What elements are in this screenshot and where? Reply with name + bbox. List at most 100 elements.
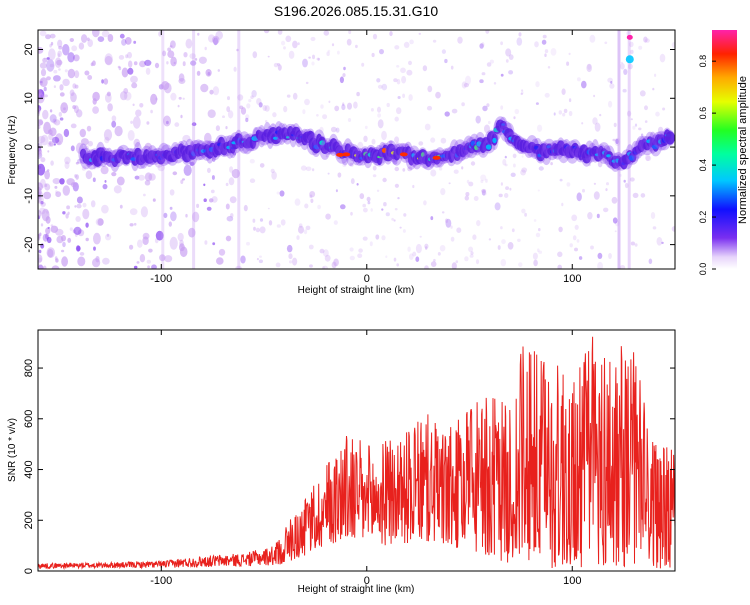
speckle-blob (75, 245, 81, 252)
speckle-blob (424, 123, 431, 131)
speckle-blob (357, 141, 364, 151)
speckle-blob (627, 110, 632, 117)
speckle-blob (533, 219, 537, 222)
speckle-blob (304, 98, 310, 106)
speckle-blob (54, 185, 58, 189)
speckle-blob (118, 66, 122, 71)
speckle-blob (151, 264, 157, 269)
speckle-blob (59, 92, 65, 97)
speckle-blob (211, 156, 216, 162)
speckle-blob (292, 40, 298, 49)
speckle-blob (367, 201, 371, 205)
ridge-peak (336, 152, 345, 157)
speckle-blob (256, 257, 259, 261)
speckle-blob (164, 82, 172, 94)
speckle-blob (267, 55, 270, 58)
speckle-blob (606, 182, 609, 186)
speckle-blob (671, 226, 675, 232)
speckle-blob (590, 245, 594, 250)
speckle-blob (335, 189, 338, 193)
speckle-blob (403, 41, 410, 49)
speckle-blob (118, 55, 125, 60)
speckle-blob (155, 97, 158, 101)
speckle-blob (469, 254, 474, 258)
speckle-blob (302, 109, 306, 115)
speckle-blob (456, 227, 462, 233)
speckle-blob (212, 86, 220, 96)
speckle-blob (270, 168, 275, 174)
speckle-blob (381, 83, 388, 91)
speckle-blob (305, 166, 312, 172)
speckle-blob (285, 35, 292, 43)
speckle-blob (116, 176, 125, 186)
speckle-blob (393, 78, 398, 83)
speckle-blob (513, 116, 516, 120)
speckle-blob (189, 53, 196, 59)
speckle-blob (464, 195, 469, 201)
speckle-blob (656, 237, 663, 246)
speckle-blob (470, 251, 474, 256)
speckle-blob (179, 243, 185, 252)
speckle-blob (438, 166, 443, 171)
speckle-blob (158, 31, 162, 37)
speckle-blob (608, 100, 613, 108)
speckle-blob (399, 226, 402, 229)
speckle-blob (129, 244, 134, 250)
speckle-blob (377, 106, 381, 113)
speckle-blob (370, 108, 374, 112)
speckle-blob (272, 112, 277, 118)
speckle-blob (480, 174, 487, 181)
speckle-blob (594, 122, 601, 132)
speckle-blob (489, 59, 494, 64)
speckle-blob (645, 153, 651, 162)
speckle-blob (139, 103, 144, 108)
speckle-blob (389, 31, 393, 37)
speckle-blob (50, 41, 54, 46)
speckle-blob (396, 263, 400, 267)
speckle-blob (67, 52, 75, 63)
speckle-blob (87, 140, 93, 147)
speckle-blob (169, 206, 173, 210)
colorbar-tick-label: 0.6 (698, 107, 708, 120)
speckle-blob (322, 265, 328, 269)
speckle-blob (70, 182, 77, 188)
speckle-blob (132, 103, 135, 107)
speckle-blob (394, 136, 400, 143)
speckle-blob (107, 103, 113, 112)
speckle-blob (97, 218, 104, 226)
speckle-blob (159, 254, 166, 262)
speckle-blob (593, 94, 596, 98)
speckle-blob (445, 218, 452, 228)
speckle-blob (38, 119, 44, 126)
speckle-blob (140, 206, 148, 218)
speckle-blob (262, 105, 267, 111)
ridge-core (665, 131, 675, 145)
speckle-blob (157, 164, 165, 172)
speckle-blob (450, 236, 455, 242)
ridge-hotspot (606, 154, 611, 158)
speckle-blob (501, 239, 506, 245)
speckle-blob (612, 217, 618, 224)
speckle-blob (457, 36, 463, 44)
speckle-blob (62, 44, 70, 56)
speckle-blob (206, 206, 212, 211)
speckle-blob (45, 34, 51, 40)
speckle-blob (95, 218, 104, 226)
speckle-blob (535, 232, 541, 238)
speckle-blob (342, 73, 346, 78)
speckle-blob (121, 67, 129, 78)
speckle-blob (304, 203, 309, 209)
speckle-blob (298, 223, 303, 228)
speckle-blob (167, 47, 172, 52)
speckle-blob (451, 262, 457, 269)
speckle-blob (427, 85, 433, 93)
speckle-blob (182, 61, 186, 67)
speckle-blob (401, 75, 407, 84)
speckle-blob (326, 51, 330, 57)
speckle-blob (511, 228, 515, 233)
speckle-blob (481, 189, 486, 196)
speckle-blob (42, 109, 49, 120)
ridge-hotspot (96, 156, 100, 163)
speckle-blob (544, 92, 550, 98)
speckle-blob (120, 91, 128, 101)
